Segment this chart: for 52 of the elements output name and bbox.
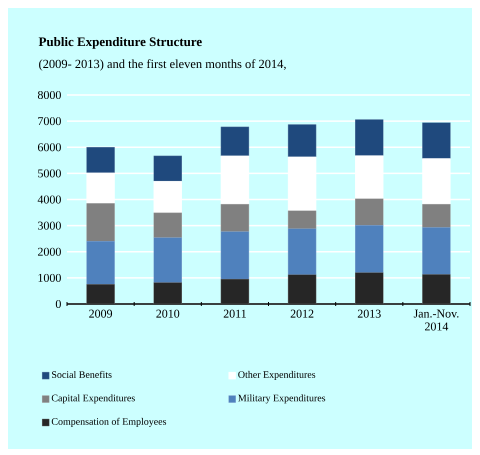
bar: [422, 204, 451, 228]
bar: [288, 124, 316, 158]
bar: [288, 156, 316, 211]
bar: [288, 228, 316, 275]
chart-title: Public Expenditure Structure: [38, 37, 202, 49]
bar: [154, 181, 182, 214]
y-tick-label: 7000: [38, 117, 61, 126]
legend-label: Social Benefits: [52, 370, 112, 378]
bar: [422, 122, 451, 159]
legend-label: Military Expenditures: [238, 394, 326, 404]
y-tick-label: 1000: [38, 274, 61, 282]
bar: [355, 225, 384, 273]
bar: [220, 231, 250, 280]
y-tick-label: 3000: [38, 222, 61, 230]
y-tick-label: 5000: [38, 169, 61, 178]
bar: [154, 282, 182, 304]
bar: [422, 274, 451, 304]
bar: [220, 204, 250, 232]
y-tick-label: 0: [56, 300, 61, 308]
bar: [355, 198, 384, 226]
legend-label: Capital Expenditures: [52, 394, 135, 404]
bar: [422, 158, 451, 204]
bar: [154, 156, 182, 182]
bar: [86, 203, 115, 242]
legend-label: Other Expenditures: [238, 370, 316, 380]
bar: [355, 155, 384, 199]
bar: [86, 241, 115, 285]
bar: [220, 126, 250, 156]
chart-subtitle: (2009- 2013) and the first eleven months of 2014,: [39, 59, 286, 71]
bar: [288, 274, 316, 304]
y-tick-label: 4000: [38, 195, 61, 204]
y-tick-label: 8000: [38, 90, 61, 100]
bar: [220, 156, 250, 204]
bar: [86, 147, 115, 174]
y-tick-label: 2000: [38, 248, 61, 256]
bar: [86, 284, 115, 304]
bar: [154, 212, 182, 238]
bar: [154, 237, 182, 283]
x-tick-label: 2011: [224, 310, 246, 318]
x-tick-label: 2010: [156, 310, 180, 318]
x-tick-label: Jan.-Nov. 2014: [414, 310, 458, 331]
bar: [355, 119, 384, 156]
bar: [288, 210, 316, 229]
x-tick-label: 2009: [89, 310, 112, 318]
bar: [422, 227, 451, 275]
legend-label: Compensation of Employees: [52, 418, 166, 427]
bar: [86, 172, 115, 204]
x-tick-label: 2013: [358, 310, 381, 318]
bar: [355, 272, 384, 304]
y-tick-label: 6000: [38, 143, 61, 152]
bar: [220, 278, 250, 304]
x-tick-label: 2012: [290, 310, 314, 318]
